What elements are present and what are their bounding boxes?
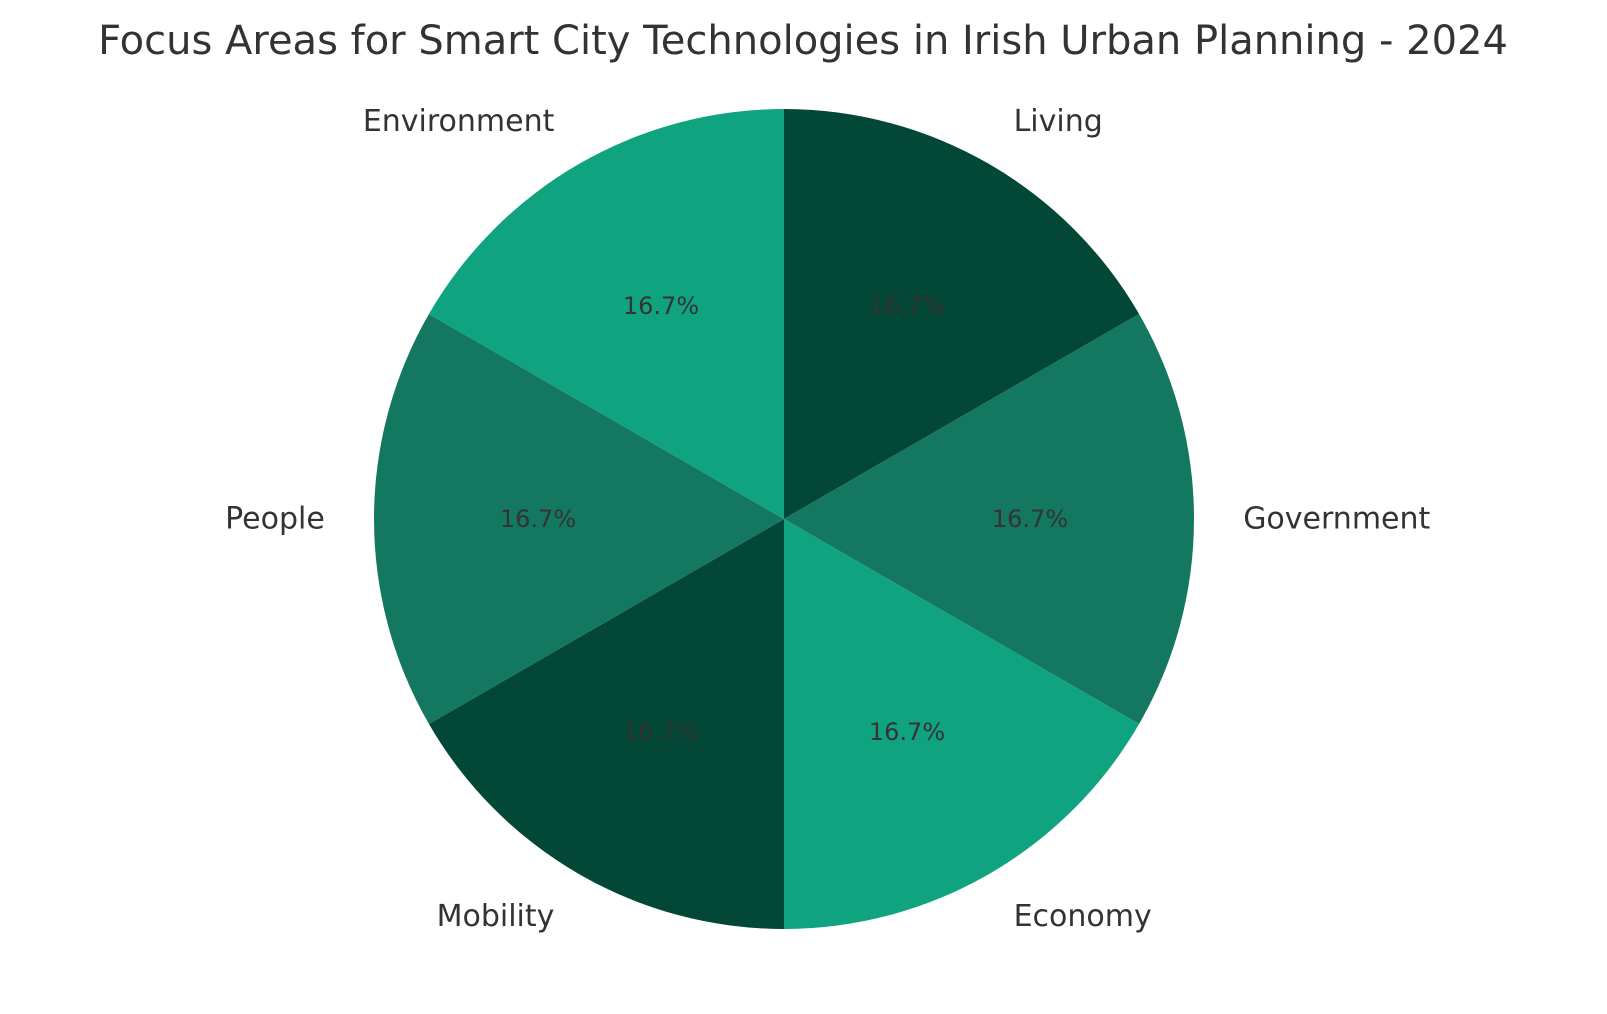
percent-label-living: 16.7% <box>869 292 945 320</box>
pie-slice-people <box>374 314 784 724</box>
chart-title: Focus Areas for Smart City Technologies … <box>98 18 1508 64</box>
slice-label-people: People <box>225 502 325 537</box>
pie-slice-mobility <box>428 519 784 929</box>
percent-label-people: 16.7% <box>500 505 576 533</box>
percent-label-mobility: 16.7% <box>623 718 699 746</box>
pie-slices <box>374 109 1194 929</box>
slice-label-government: Government <box>1243 502 1430 537</box>
slice-labels: Living Government Economy Mobility People Env… <box>225 104 1430 934</box>
pie-slice-economy <box>784 519 1140 929</box>
pie-slice-environment <box>428 109 784 519</box>
percent-label-government: 16.7% <box>992 505 1068 533</box>
slice-label-environment: Environment <box>363 104 555 139</box>
percent-label-environment: 16.7% <box>623 292 699 320</box>
pie-slice-living <box>784 109 1140 519</box>
slice-label-living: Living <box>1014 104 1103 139</box>
pie-slice-government <box>784 314 1194 724</box>
percent-label-economy: 16.7% <box>869 718 945 746</box>
percent-labels: 16.7% 16.7% 16.7% 16.7% 16.7% 16.7% <box>500 292 1068 746</box>
slice-label-economy: Economy <box>1014 899 1152 934</box>
slice-label-mobility: Mobility <box>437 899 555 934</box>
